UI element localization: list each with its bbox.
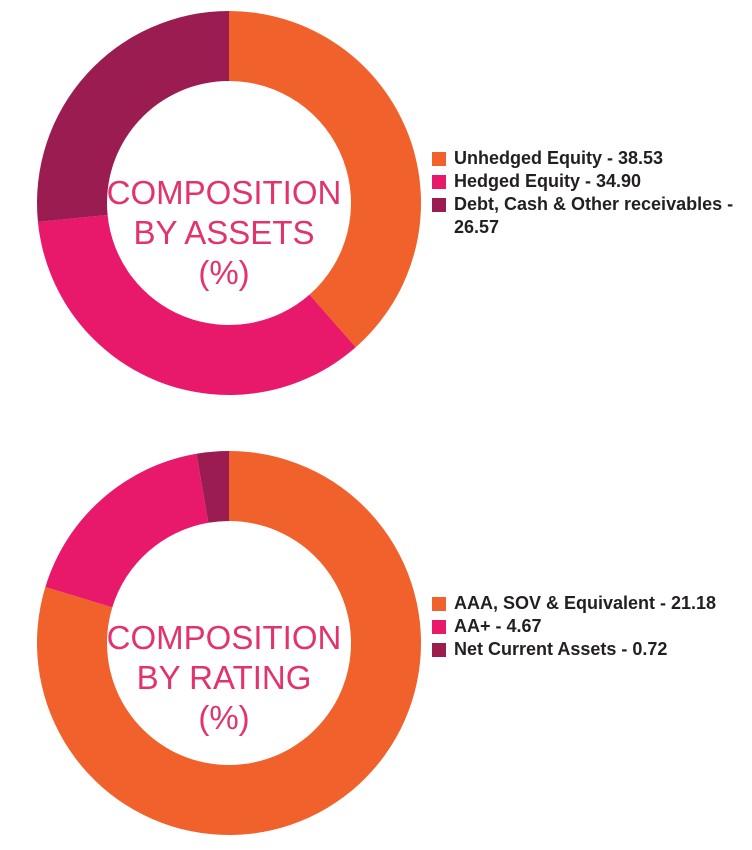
chart-title-assets: COMPOSITION BY ASSETS (%) [74, 173, 374, 293]
chart-composition-by-rating: COMPOSITION BY RATING (%) AAA, SOV & Equ… [0, 440, 752, 850]
legend-label: Net Current Assets - 0.72 [454, 639, 668, 659]
chart-title-line: (%) [198, 254, 250, 291]
donut-chart-assets [36, 11, 422, 395]
donut-slice-aaa-sov-equivalent [36, 451, 422, 836]
legend-item: Unhedged Equity - 38.53 [432, 147, 750, 170]
legend-rating: AAA, SOV & Equivalent - 21.18 AA+ - 4.67… [432, 592, 750, 661]
legend-swatch [432, 597, 446, 611]
legend-label: Debt, Cash & Other receivables - 26.57 [454, 194, 734, 237]
chart-title-rating: COMPOSITION BY RATING (%) [74, 618, 374, 738]
legend-swatch [432, 643, 446, 657]
donut-slice-hedged-equity [37, 215, 356, 395]
legend-swatch [432, 175, 446, 189]
donut-slice-aa [45, 453, 209, 608]
chart-title-line: COMPOSITION [106, 174, 342, 211]
legend-label: AA+ - 4.67 [454, 616, 542, 636]
chart-title-line: COMPOSITION [106, 619, 342, 656]
chart-title-line: BY RATING [136, 659, 312, 696]
donut-slice-debt-cash-other-receivables [36, 11, 229, 222]
legend-assets: Unhedged Equity - 38.53 Hedged Equity - … [432, 147, 750, 239]
legend-item: Hedged Equity - 34.90 [432, 170, 750, 193]
chart-title-line: (%) [198, 699, 250, 736]
legend-label: Unhedged Equity - 38.53 [454, 148, 664, 168]
legend-item: Debt, Cash & Other receivables - 26.57 [432, 193, 750, 239]
legend-item: Net Current Assets - 0.72 [432, 638, 750, 661]
legend-item: AA+ - 4.67 [432, 615, 750, 638]
legend-swatch [432, 620, 446, 634]
legend-label: Hedged Equity - 34.90 [454, 171, 642, 191]
donut-slice-unhedged-equity [229, 11, 422, 348]
chart-composition-by-assets: COMPOSITION BY ASSETS (%) Unhedged Equit… [0, 0, 752, 410]
legend-item: AAA, SOV & Equivalent - 21.18 [432, 592, 750, 615]
donut-slice-net-current-assets [196, 451, 229, 523]
legend-label: AAA, SOV & Equivalent - 21.18 [454, 593, 717, 613]
legend-swatch [432, 198, 446, 212]
chart-title-line: BY ASSETS [133, 214, 315, 251]
legend-swatch [432, 152, 446, 166]
donut-chart-rating [36, 451, 422, 836]
